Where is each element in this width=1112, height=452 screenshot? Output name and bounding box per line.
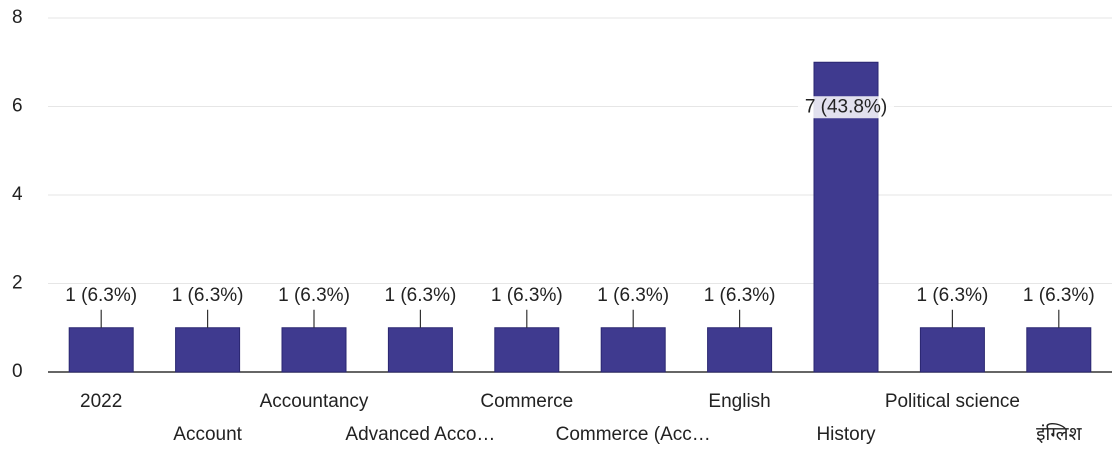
bar	[919, 327, 985, 373]
bar	[1026, 327, 1092, 373]
bar	[387, 327, 453, 373]
value-label: 1 (6.3%)	[278, 285, 350, 306]
value-label: 1 (6.3%)	[1023, 285, 1095, 306]
x-tick-label: Commerce (Acc…	[556, 424, 711, 445]
value-label: 1 (6.3%)	[916, 285, 988, 306]
x-tick-label: इंग्लिश	[1036, 422, 1082, 445]
x-tick-label: Advanced Acco…	[345, 424, 495, 445]
value-label: 1 (6.3%)	[65, 285, 137, 306]
y-tick-label: 4	[12, 184, 23, 205]
value-label: 1 (6.3%)	[491, 285, 563, 306]
x-tick-label: Accountancy	[260, 391, 369, 412]
bar	[600, 327, 666, 373]
bar	[175, 327, 241, 373]
y-tick-label: 8	[12, 7, 23, 28]
value-label: 1 (6.3%)	[172, 285, 244, 306]
x-tick-label: Political science	[885, 391, 1020, 412]
x-tick-label: English	[708, 391, 770, 412]
value-label: 1 (6.3%)	[704, 285, 776, 306]
bar	[494, 327, 560, 373]
y-tick-label: 0	[12, 361, 23, 382]
y-tick-label: 6	[12, 96, 23, 117]
bar	[68, 327, 134, 373]
x-tick-label: Commerce	[480, 391, 573, 412]
value-label: 1 (6.3%)	[597, 285, 669, 306]
bar	[707, 327, 773, 373]
value-label: 7 (43.8%)	[805, 96, 887, 117]
y-tick-label: 2	[12, 273, 23, 294]
value-label-bg	[798, 96, 894, 119]
value-label: 1 (6.3%)	[384, 285, 456, 306]
x-tick-label: Account	[173, 424, 242, 445]
x-tick-label: 2022	[80, 391, 122, 412]
bar	[281, 327, 347, 373]
x-tick-label: History	[816, 424, 876, 445]
